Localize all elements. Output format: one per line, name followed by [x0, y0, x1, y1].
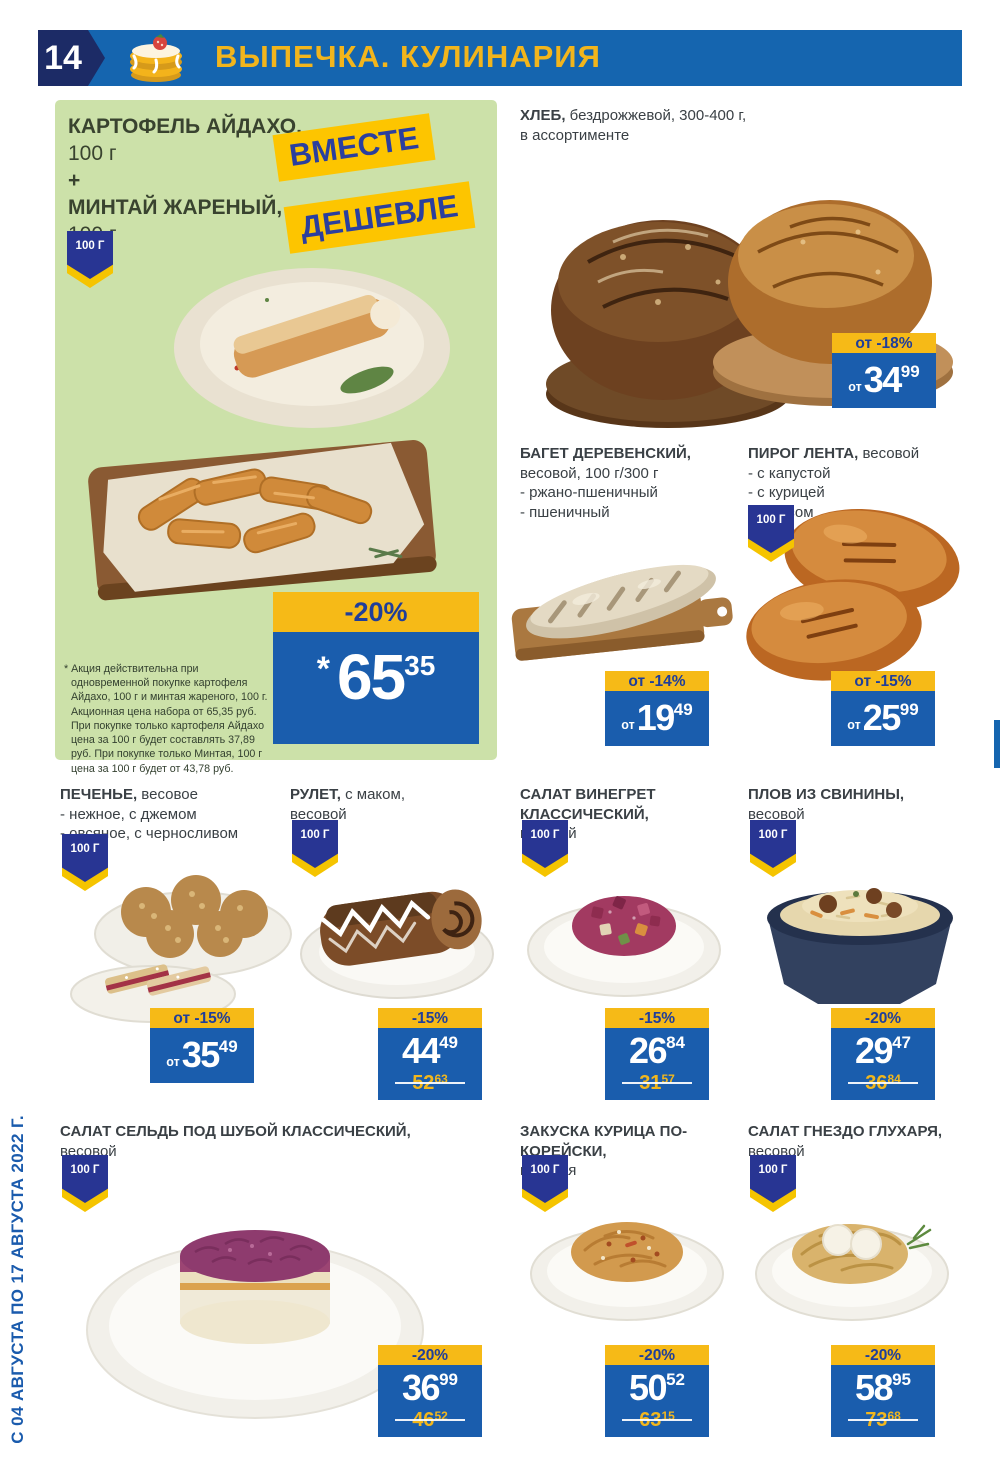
grouse-nest-photo	[755, 1224, 949, 1321]
product-title-bread: ХЛЕБ, бездрожжевой, 300-400 г, в ассорти…	[520, 107, 747, 144]
product-title-plov: ПЛОВ ИЗ СВИНИНЫ, весовой	[748, 786, 905, 823]
unit-badge: 100 Г	[522, 1155, 568, 1212]
old-price: 36 84	[848, 1072, 918, 1094]
combo-discount: -20%	[273, 592, 479, 632]
old-price: 63 15	[622, 1409, 692, 1431]
combo-line1: КАРТОФЕЛЬ АЙДАХО,	[68, 115, 302, 138]
price-tag-vinegret: -15% 26 84 31 57	[605, 1008, 709, 1100]
plov-photo	[767, 888, 953, 1004]
old-price: 73 68	[848, 1409, 918, 1431]
price-tag-shuba: -20% 36 99 46 52	[378, 1345, 482, 1437]
price-tag-pie: от -15% от 25 99	[831, 671, 935, 746]
combo-plus: +	[68, 169, 81, 192]
pancakes-icon	[130, 34, 182, 82]
product-title-pie: ПИРОГ ЛЕНТА, весовой - с капустой - с ку…	[748, 445, 920, 521]
combo-line3: МИНТАЙ ЖАРЕНЫЙ,	[68, 196, 283, 219]
unit-badge: 100 Г	[62, 1155, 108, 1212]
old-price: 31 57	[622, 1072, 692, 1094]
page-title: ВЫПЕЧКА. КУЛИНАРИЯ	[215, 39, 601, 74]
price-tag-grouse-nest: -20% 58 95 73 68	[831, 1345, 935, 1437]
old-price: 52 63	[395, 1072, 465, 1094]
product-title-roll: РУЛЕТ, с маком, весовой	[290, 786, 405, 823]
cookies-photo	[70, 875, 292, 1023]
price-tag-baguette: от -14% от 19 49	[605, 671, 709, 746]
unit-badge: 100 Г	[292, 820, 338, 877]
shuba-photo	[86, 1230, 424, 1419]
product-title-baguette: БАГЕТ ДЕРЕВЕНСКИЙ, весовой, 100 г/300 г …	[520, 445, 691, 521]
price-tag-korean-chicken: -20% 50 52 63 15	[605, 1345, 709, 1437]
price-tag-plov: -20% 29 47 36 84	[831, 1008, 935, 1100]
roll-photo	[300, 889, 494, 999]
product-title-shuba: САЛАТ СЕЛЬДЬ ПОД ШУБОЙ КЛАССИЧЕСКИЙ, вес…	[60, 1123, 411, 1160]
combo-line2: 100 г	[68, 142, 117, 165]
combo-price: * 65 35	[273, 632, 479, 744]
combo-price-tag: -20% * 65 35	[273, 592, 479, 744]
old-price: 46 52	[395, 1409, 465, 1431]
page-edge-tab	[994, 720, 1000, 768]
combo-title: КАРТОФЕЛЬ АЙДАХО, 100 г + МИНТАЙ ЖАРЕНЫЙ…	[68, 113, 302, 248]
price-tag-roll: -15% 44 49 52 63	[378, 1008, 482, 1100]
baguette-photo	[511, 564, 733, 661]
asterisk-mark: *	[316, 650, 330, 688]
page-number: 14	[38, 30, 88, 86]
unit-badge: 100 Г	[522, 820, 568, 877]
unit-badge: 100 Г	[750, 1155, 796, 1212]
korean-chicken-photo	[530, 1222, 724, 1321]
price-tag-bread: от -18% от 34 99	[832, 333, 936, 408]
page-number-chevron	[88, 30, 105, 86]
header-banner	[38, 30, 962, 86]
combo-footnote: * Акция действительна при одновременной …	[64, 663, 268, 775]
combo-photo	[88, 268, 450, 601]
unit-badge: 100 Г	[748, 505, 794, 562]
unit-badge: 100 Г	[67, 231, 113, 288]
combo-offer-card: КАРТОФЕЛЬ АЙДАХО, 100 г + МИНТАЙ ЖАРЕНЫЙ…	[55, 100, 497, 775]
pies-photo	[746, 508, 960, 681]
unit-badge: 100 Г	[750, 820, 796, 877]
vinegret-photo	[527, 896, 721, 997]
unit-badge: 100 Г	[62, 834, 108, 891]
price-tag-cookies: от -15% от 35 49	[150, 1008, 254, 1083]
validity-dates: С 04 АВГУСТА ПО 17 АВГУСТА 2022 Г.	[8, 1115, 27, 1444]
